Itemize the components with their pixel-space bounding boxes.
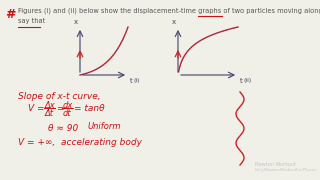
Text: x: x	[74, 19, 78, 25]
Text: =: =	[56, 104, 63, 113]
Text: dt: dt	[63, 109, 72, 118]
Text: (i): (i)	[134, 78, 140, 83]
Text: #: #	[5, 8, 14, 21]
Text: Figures (i) and (ii) below show the displacement-time graphs of two particles mo: Figures (i) and (ii) below show the disp…	[18, 8, 320, 15]
Text: Δt: Δt	[45, 109, 54, 118]
Text: say that: say that	[18, 18, 45, 24]
Text: bit.ly/NewtonWorkoutForPhysics: bit.ly/NewtonWorkoutForPhysics	[255, 168, 318, 172]
Text: V =: V =	[28, 104, 44, 113]
Text: Newton Workout: Newton Workout	[255, 162, 296, 167]
Text: (ii): (ii)	[244, 78, 252, 83]
Text: Δx: Δx	[45, 101, 56, 110]
Text: V = +∞,  accelerating body: V = +∞, accelerating body	[18, 138, 142, 147]
Text: x: x	[172, 19, 176, 25]
Text: θ ≈ 90: θ ≈ 90	[48, 124, 78, 133]
Text: t: t	[130, 78, 133, 84]
Text: dx: dx	[63, 101, 73, 110]
Text: = tanθ: = tanθ	[74, 104, 105, 113]
Text: Slope of x-t curve,: Slope of x-t curve,	[18, 92, 100, 101]
Text: Uniform: Uniform	[88, 122, 122, 131]
Text: t: t	[240, 78, 243, 84]
